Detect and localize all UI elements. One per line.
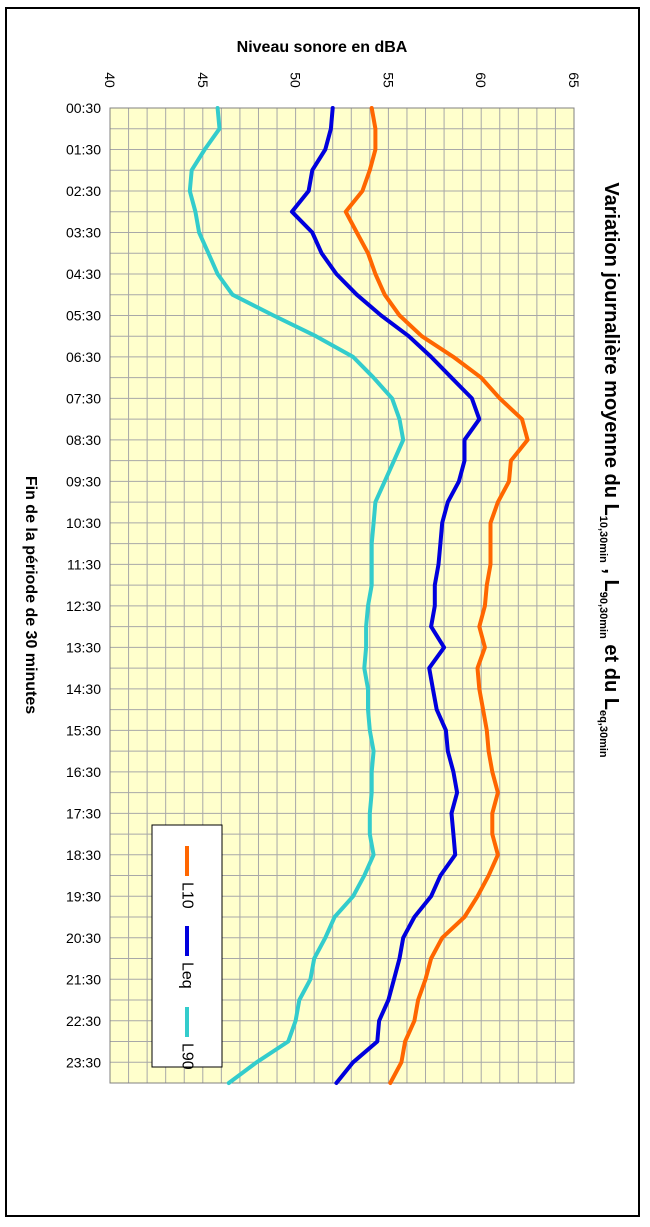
time-tick-label: 20:30	[66, 930, 101, 946]
value-tick-label: 45	[195, 72, 211, 88]
time-tick-label: 00:30	[66, 100, 101, 116]
value-axis-title: Niveau sonore en dBA	[237, 39, 408, 56]
value-gridlines	[128, 108, 556, 1083]
time-tick-label: 22:30	[66, 1013, 101, 1029]
time-tick-label: 18:30	[66, 847, 101, 863]
time-tick-label: 23:30	[66, 1054, 101, 1070]
time-tick-label: 05:30	[66, 307, 101, 323]
time-tick-label: 09:30	[66, 473, 101, 489]
series-line-l90	[187, 106, 406, 1085]
time-tick-label: 04:30	[66, 266, 101, 282]
time-tick-label: 13:30	[66, 639, 101, 655]
time-tick-label: 12:30	[66, 598, 101, 614]
value-tick-labels: 40 45 50 55 60 65	[102, 72, 582, 88]
legend-label-l90: L90	[179, 1043, 196, 1070]
time-tick-label: 21:30	[66, 971, 101, 987]
value-tick-label: 55	[380, 72, 396, 88]
time-tick-label: 10:30	[66, 515, 101, 531]
time-tick-label: 08:30	[66, 432, 101, 448]
chart-frame	[5, 7, 640, 1217]
legend-label-l10: L10	[179, 882, 196, 909]
chart-title: Variation journalière moyenne du L10,30m…	[597, 182, 622, 758]
time-gridlines	[110, 128, 574, 1063]
time-tick-label: 07:30	[66, 390, 101, 406]
value-tick-label: 65	[566, 72, 582, 88]
time-tick-label: 11:30	[67, 556, 101, 572]
series-line-leq	[289, 106, 482, 1085]
time-tick-label: 19:30	[66, 888, 101, 904]
time-tick-label: 15:30	[66, 722, 101, 738]
time-tick-label: 02:30	[66, 183, 101, 199]
chart-title-subscript: 90,30min	[597, 592, 609, 639]
time-tick-label: 01:30	[66, 141, 101, 157]
time-tick-label: 16:30	[66, 764, 101, 780]
time-tick-labels: 00:30 01:30 02:30 03:30 04:30 05:30 06:30 07:30…	[66, 100, 101, 1070]
time-tick-label: 03:30	[66, 224, 101, 240]
time-tick-label: 17:30	[66, 805, 101, 821]
chart-title-subscript: eq,30min	[597, 710, 609, 758]
series-line-l10	[343, 106, 530, 1085]
value-tick-label: 40	[102, 72, 118, 88]
legend-label-leq: Leq	[179, 962, 196, 989]
value-tick-label: 60	[473, 72, 489, 88]
value-tick-label: 50	[288, 72, 304, 88]
legend: L10 Leq L90	[151, 824, 223, 1070]
chart-title-subscript: 10,30min	[597, 516, 609, 563]
time-axis-title: Fin de la période de 30 minutes	[22, 476, 39, 714]
chart-title-part: et du L	[600, 639, 622, 710]
plot-border	[109, 107, 575, 1084]
chart-title-part: Variation journalière moyenne du L	[600, 182, 622, 515]
time-tick-label: 14:30	[66, 681, 101, 697]
chart-title-part: , L	[600, 563, 622, 592]
series-lines	[187, 106, 530, 1085]
time-tick-label: 06:30	[66, 349, 101, 365]
